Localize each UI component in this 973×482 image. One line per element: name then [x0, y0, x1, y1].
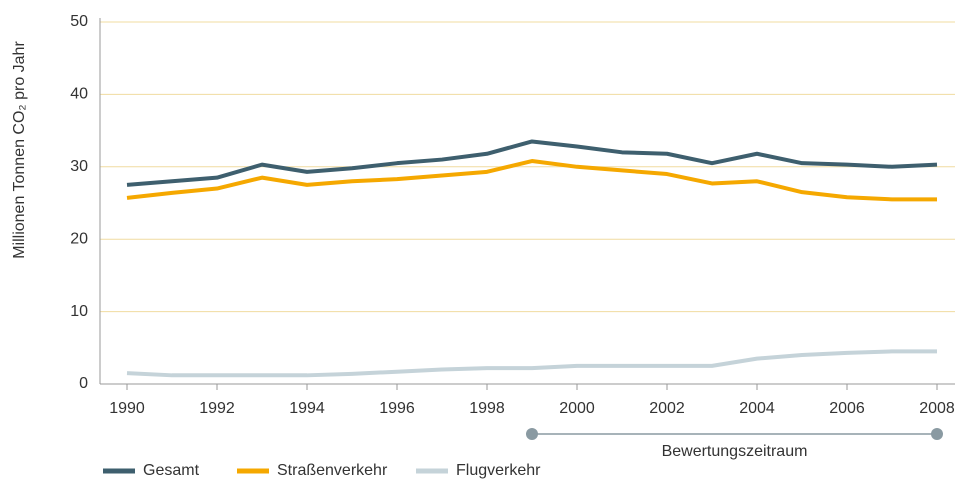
- x-tick-label: 1998: [469, 400, 505, 417]
- x-tick-label: 2000: [559, 400, 595, 417]
- y-tick-label: 40: [70, 86, 88, 103]
- x-tick-label: 2006: [829, 400, 865, 417]
- x-tick-label: 2004: [739, 400, 775, 417]
- x-tick-label: 1994: [289, 400, 325, 417]
- line-series: [126, 349, 937, 378]
- y-tick-label: 50: [70, 13, 88, 30]
- y-tick-label: 20: [70, 230, 88, 247]
- y-tick-label: 10: [70, 303, 88, 320]
- period-end: [931, 428, 943, 440]
- x-tick-label: 1990: [109, 400, 145, 417]
- x-tick-label: 2002: [649, 400, 685, 417]
- line-series: [126, 159, 937, 202]
- line-series: [126, 139, 938, 187]
- y-tick-label: 30: [70, 158, 88, 175]
- y-tick-label: 0: [79, 375, 88, 392]
- legend-label: Flugverkehr: [456, 462, 541, 479]
- legend-label: Straßenverkehr: [277, 462, 388, 479]
- legend-label: Gesamt: [143, 462, 200, 479]
- y-axis-label: Millionen Tonnen CO₂ pro Jahr: [11, 41, 28, 259]
- period-start: [526, 428, 538, 440]
- period-label: Bewertungszeitraum: [662, 443, 808, 460]
- x-tick-label: 1992: [199, 400, 235, 417]
- x-tick-label: 1996: [379, 400, 415, 417]
- x-tick-label: 2008: [919, 400, 955, 417]
